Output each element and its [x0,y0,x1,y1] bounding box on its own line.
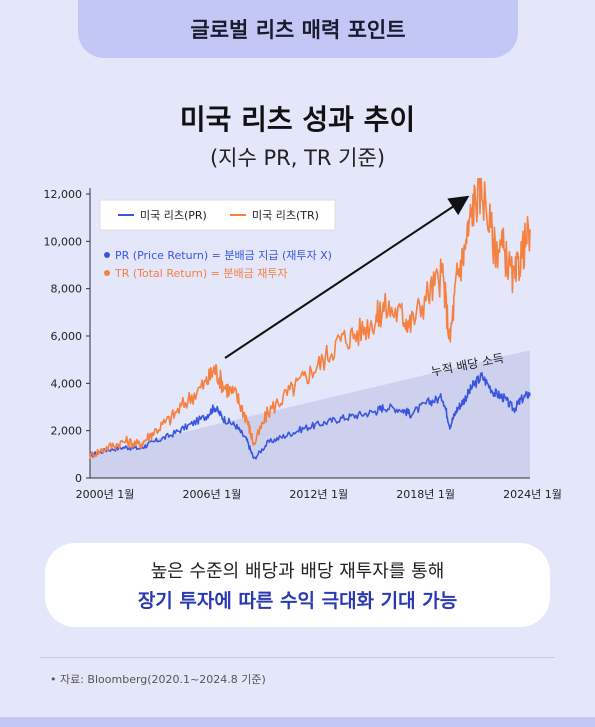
note-pr: PR (Price Return) = 분배금 지급 (재투자 X) [115,249,332,262]
note-bullet-pr [104,252,110,258]
y-tick-label: 4,000 [51,377,83,390]
x-tick-label: 2024년 1월 [503,488,562,501]
series-line-tr [89,178,531,459]
header-tab: 글로벌 리츠 매력 포인트 [78,0,518,58]
y-tick-label: 0 [75,472,82,485]
chart-subtitle: (지수 PR, TR 기준) [209,146,386,170]
note-tr: TR (Total Return) = 분배금 재투자 [114,267,288,280]
legend-label-tr: 미국 리츠(TR) [252,209,319,222]
chart-title: 미국 리츠 성과 추이 [179,103,416,136]
divider [40,657,555,658]
performance-chart: 12,000 10,000 8,000 6,000 4,000 2,000 0 2000년 1… [44,178,562,501]
legend-box [99,199,336,231]
callout-line-1: 높은 수준의 배당과 배당 재투자를 통해 [150,561,445,582]
y-tick-label: 6,000 [51,330,83,343]
y-tick-label: 8,000 [51,283,83,296]
trend-arrow [224,195,470,359]
y-tick-label: 12,000 [44,188,83,201]
bottom-bar [0,717,595,727]
legend-label-pr: 미국 리츠(PR) [140,209,207,222]
header-title: 글로벌 리츠 매력 포인트 [190,18,406,42]
x-tick-label: 2006년 1월 [183,488,242,501]
y-tick-label: 10,000 [44,235,83,248]
x-tick-label: 2012년 1월 [289,488,348,501]
series-line-pr [89,371,531,460]
x-tick-label: 2000년 1월 [76,488,135,501]
note-bullet-tr [104,270,110,276]
callout-line-2: 장기 투자에 따른 수익 극대화 기대 가능 [137,590,458,612]
callout-box: 높은 수준의 배당과 배당 재투자를 통해 장기 투자에 따른 수익 극대화 기… [45,543,550,627]
y-tick-label: 2,000 [51,425,83,438]
source-note: • 자료: Bloomberg(2020.1~2024.8 기준) [50,673,266,686]
x-tick-label: 2018년 1월 [396,488,455,501]
dividend-area [90,350,530,478]
